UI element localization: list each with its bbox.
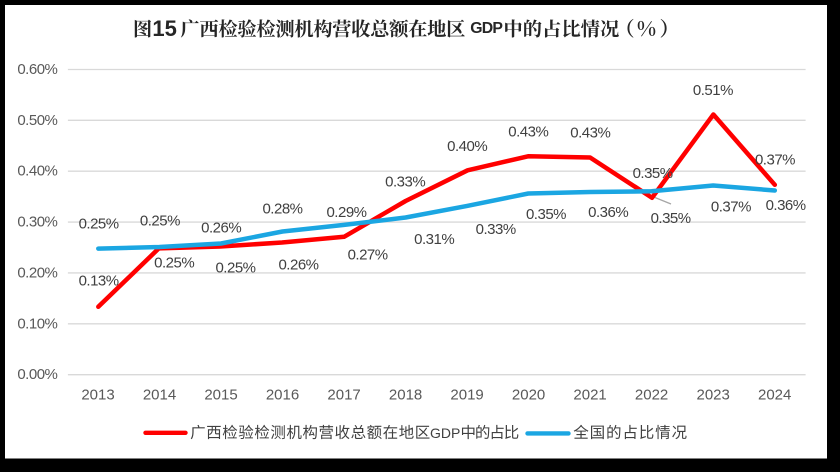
svg-text:2015: 2015 — [204, 387, 237, 404]
svg-text:0.51%: 0.51% — [693, 82, 733, 99]
svg-text:0.28%: 0.28% — [262, 200, 302, 217]
svg-text:2016: 2016 — [266, 387, 299, 404]
svg-text:0.37%: 0.37% — [711, 198, 751, 215]
svg-text:GDP: GDP — [470, 20, 502, 37]
svg-text:0.29%: 0.29% — [326, 204, 366, 221]
svg-text:0.40%: 0.40% — [447, 138, 487, 155]
svg-text:2020: 2020 — [512, 387, 545, 404]
svg-text:2017: 2017 — [327, 387, 360, 404]
svg-text:0.35%: 0.35% — [526, 206, 566, 223]
svg-text:2024: 2024 — [758, 387, 791, 404]
svg-text:0.36%: 0.36% — [766, 197, 806, 214]
svg-text:0.33%: 0.33% — [476, 221, 516, 238]
svg-text:GDP: GDP — [430, 425, 460, 441]
svg-text:2023: 2023 — [697, 387, 730, 404]
svg-text:0.30%: 0.30% — [17, 214, 57, 231]
svg-text:0.25%: 0.25% — [154, 255, 194, 272]
svg-text:0.25%: 0.25% — [79, 215, 119, 232]
svg-text:0.33%: 0.33% — [385, 174, 425, 191]
svg-text:0.20%: 0.20% — [17, 264, 57, 281]
svg-text:0.27%: 0.27% — [348, 246, 388, 263]
svg-text:0.10%: 0.10% — [17, 315, 57, 332]
svg-text:0.31%: 0.31% — [414, 231, 454, 248]
svg-text:2014: 2014 — [143, 387, 176, 404]
svg-text:0.26%: 0.26% — [201, 220, 241, 237]
svg-text:0.60%: 0.60% — [17, 61, 57, 78]
svg-text:2021: 2021 — [573, 387, 606, 404]
svg-text:0.35%: 0.35% — [651, 210, 691, 227]
svg-text:0.13%: 0.13% — [79, 272, 119, 289]
svg-text:2022: 2022 — [635, 387, 668, 404]
svg-text:2018: 2018 — [389, 387, 422, 404]
svg-text:0.37%: 0.37% — [755, 151, 795, 168]
svg-text:0.50%: 0.50% — [17, 112, 57, 129]
svg-text:0.26%: 0.26% — [278, 257, 318, 274]
svg-text:0.25%: 0.25% — [140, 212, 180, 229]
svg-text:2019: 2019 — [450, 387, 483, 404]
svg-text:0.36%: 0.36% — [588, 204, 628, 221]
svg-text:15: 15 — [152, 16, 176, 41]
svg-text:0.35%: 0.35% — [633, 165, 673, 182]
svg-text:0.43%: 0.43% — [508, 124, 548, 141]
svg-text:2013: 2013 — [81, 387, 114, 404]
svg-text:0.43%: 0.43% — [570, 124, 610, 141]
svg-text:0.00%: 0.00% — [17, 366, 57, 383]
svg-text:0.25%: 0.25% — [215, 259, 255, 276]
svg-text:0.40%: 0.40% — [17, 163, 57, 180]
